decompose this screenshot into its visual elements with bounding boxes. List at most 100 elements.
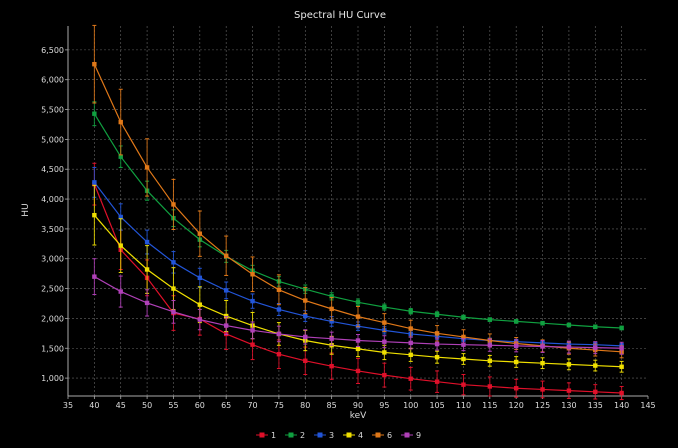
data-point [540, 387, 545, 392]
legend: 1 2 3 4 6 9 [256, 431, 421, 440]
data-point [118, 289, 123, 294]
x-tick-label: 115 [482, 401, 497, 410]
data-point [92, 212, 97, 218]
series-layer [92, 24, 624, 401]
data-point [408, 340, 413, 346]
legend-label: 1 [271, 431, 276, 440]
data-point [92, 180, 97, 185]
x-tick-label: 50 [142, 401, 152, 410]
data-point [250, 298, 255, 304]
data-point [513, 319, 519, 324]
data-point [540, 320, 545, 326]
legend-item-9: 9 [401, 431, 421, 440]
data-point [382, 320, 387, 325]
legend-item-6: 6 [372, 431, 392, 440]
data-point [434, 331, 440, 336]
y-tick-label: 3,500 [41, 225, 64, 234]
legend-item-2: 2 [285, 431, 305, 440]
data-point [434, 355, 440, 360]
data-point [118, 243, 123, 248]
legend-swatch [288, 432, 294, 438]
data-point [461, 356, 466, 362]
y-tick-label: 4,500 [41, 165, 64, 174]
data-point [171, 260, 176, 265]
x-tick-label: 120 [509, 401, 524, 410]
data-point [461, 382, 466, 387]
x-tick-label: 45 [116, 401, 126, 410]
data-point [382, 304, 387, 310]
data-point [197, 275, 203, 281]
data-point [382, 339, 387, 344]
legend-swatch [259, 432, 265, 438]
data-point [329, 294, 334, 299]
data-point [355, 314, 361, 319]
data-point [461, 334, 466, 340]
x-tick-label: 80 [300, 401, 310, 410]
data-point [566, 344, 572, 350]
data-point [276, 352, 282, 357]
data-point [593, 389, 598, 395]
data-point [144, 165, 150, 170]
legend-label: 4 [358, 431, 363, 440]
data-point [513, 359, 519, 365]
data-point [197, 302, 203, 307]
x-tick-label: 105 [429, 401, 444, 410]
x-tick-labels: 35 40 45 50 55 60 65 70 75 80 85 90 95 100 105 110 115 12… [63, 401, 656, 410]
chart-title: Spectral HU Curve [294, 10, 386, 21]
data-point [223, 313, 229, 319]
y-tick-labels: 1,000 1,500 2,000 2,500 3,000 3,500 4,000 4,500… [41, 46, 64, 383]
data-point [434, 341, 440, 347]
data-point [329, 336, 334, 341]
data-point [355, 300, 361, 305]
data-point [355, 338, 361, 343]
y-axis-title: HU [21, 203, 31, 216]
data-point [276, 331, 282, 337]
data-point [118, 214, 123, 220]
data-point [171, 202, 176, 207]
data-point [461, 342, 466, 347]
data-point [487, 343, 493, 348]
x-tick-label: 95 [379, 401, 389, 410]
data-point [144, 267, 150, 272]
data-point [619, 346, 624, 351]
y-tick-label: 1,500 [41, 344, 64, 353]
data-point [566, 388, 572, 393]
y-tick-label: 1,000 [41, 374, 64, 383]
x-tick-label: 100 [403, 401, 418, 410]
data-point [487, 384, 493, 389]
x-tick-label: 125 [535, 401, 550, 410]
data-point [303, 358, 308, 363]
data-point [593, 345, 598, 350]
data-point [540, 344, 545, 349]
x-tick-label: 130 [561, 401, 576, 410]
data-point [223, 323, 229, 328]
data-point [355, 368, 361, 374]
data-point [92, 111, 97, 116]
legend-item-1: 1 [256, 431, 276, 440]
y-tick-label: 5,500 [41, 106, 64, 115]
data-point [593, 363, 598, 368]
legend-swatch [317, 432, 323, 438]
legend-swatch [346, 432, 352, 438]
data-point [329, 319, 334, 324]
x-tick-label: 55 [168, 401, 178, 410]
axes [65, 26, 649, 399]
y-tick-label: 6,000 [41, 76, 64, 85]
data-point [303, 313, 308, 319]
x-tick-label: 85 [327, 401, 337, 410]
data-point [171, 286, 176, 291]
y-tick-label: 4,000 [41, 195, 64, 204]
data-point [513, 343, 519, 349]
data-point [434, 379, 440, 384]
legend-label: 6 [387, 431, 392, 440]
y-tick-label: 5,000 [41, 135, 64, 144]
data-point [144, 239, 150, 245]
legend-swatch [375, 432, 381, 438]
legend-label: 9 [416, 431, 421, 440]
legend-item-4: 4 [343, 431, 363, 440]
data-point [408, 376, 413, 381]
data-point [619, 364, 624, 369]
data-point [250, 328, 255, 333]
data-point [329, 306, 334, 312]
data-point [197, 231, 203, 236]
